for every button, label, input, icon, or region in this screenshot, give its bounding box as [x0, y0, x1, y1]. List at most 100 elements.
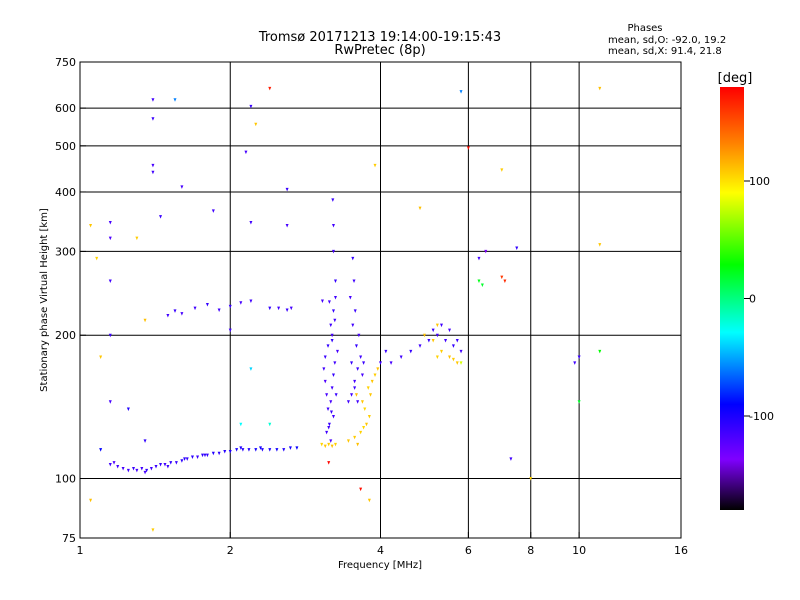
y-tick-label: 75 [62, 532, 76, 545]
data-point [409, 349, 413, 354]
data-point [260, 448, 264, 452]
data-point [288, 446, 292, 450]
data-point [362, 425, 366, 430]
data-point [330, 338, 334, 343]
data-point [448, 328, 452, 333]
data-point [174, 461, 178, 465]
data-point [327, 300, 331, 304]
colorbar-ticks: 100 0 -100 [744, 175, 774, 423]
data-point [151, 117, 155, 121]
data-point [159, 463, 163, 467]
colorbar [720, 87, 744, 510]
data-point [211, 209, 215, 213]
data-point [132, 466, 136, 471]
data-point [145, 468, 149, 473]
data-point [350, 393, 354, 397]
data-point [99, 355, 103, 360]
data-point [376, 367, 380, 371]
data-point [354, 344, 358, 348]
data-point [89, 498, 93, 503]
data-point [500, 168, 504, 172]
data-point [108, 236, 112, 241]
data-point [154, 464, 158, 469]
data-point [235, 448, 239, 452]
data-point [333, 296, 337, 300]
data-point [346, 400, 350, 404]
data-point [285, 224, 289, 228]
data-point [359, 487, 363, 492]
data-point [327, 442, 331, 447]
data-point [149, 466, 153, 471]
data-point [418, 206, 422, 211]
data-point [365, 422, 369, 427]
data-point [254, 448, 258, 452]
data-point [346, 439, 350, 443]
y-tick-label: 100 [55, 473, 76, 486]
data-point [180, 459, 184, 463]
data-point [435, 323, 439, 328]
data-point [249, 104, 253, 109]
data-point [108, 333, 112, 338]
data-point [180, 312, 184, 316]
data-point [89, 224, 93, 228]
x-axis-label: Frequency [MHz] [338, 560, 422, 571]
data-point [327, 422, 331, 427]
x-tick-label: 8 [527, 544, 534, 557]
data-point [169, 461, 173, 465]
data-point [201, 453, 205, 458]
data-point [173, 309, 177, 313]
data-point [217, 308, 221, 312]
chart-title: Tromsø 20171213 19:14:00-19:15:43 [258, 30, 501, 45]
data-point [329, 439, 333, 443]
data-point [370, 379, 374, 384]
data-point [320, 299, 324, 304]
data-point [484, 249, 488, 254]
data-point [143, 318, 147, 323]
data-point [151, 163, 155, 168]
data-point [323, 355, 327, 360]
data-point [295, 446, 299, 450]
data-point [254, 122, 258, 127]
data-point [325, 393, 329, 397]
data-point [217, 451, 221, 456]
data-point [326, 344, 330, 348]
data-point [140, 466, 144, 471]
data-point [211, 451, 215, 456]
data-point [598, 86, 602, 91]
data-point [356, 400, 360, 404]
data-point [598, 243, 602, 247]
data-point [503, 279, 507, 284]
x-tick-label: 6 [465, 544, 472, 557]
data-point [326, 407, 330, 411]
data-point [239, 422, 243, 427]
data-point [285, 187, 289, 192]
data-point [333, 361, 337, 365]
stats-line-o: mean, sd,O: -92.0, 19.2 [608, 35, 726, 46]
y-tick-label: 600 [55, 102, 76, 115]
data-point [577, 400, 581, 404]
data-point [151, 170, 155, 175]
data-point [159, 215, 163, 219]
stats-line-x: mean, sd,X: 91.4, 21.8 [608, 46, 722, 57]
data-point [373, 373, 377, 378]
data-point [353, 309, 357, 313]
data-point [399, 355, 403, 360]
data-point [223, 449, 227, 454]
data-point [327, 425, 331, 430]
data-point [95, 256, 99, 261]
data-point [325, 430, 329, 435]
data-point [480, 283, 484, 288]
data-point [121, 466, 125, 471]
colorbar-tick-label: 0 [749, 293, 756, 306]
data-point [282, 448, 286, 452]
data-point [193, 306, 197, 311]
data-point [166, 314, 170, 318]
data-point [515, 246, 519, 251]
data-point [351, 256, 355, 261]
data-point [360, 400, 364, 404]
data-point [422, 333, 426, 338]
data-point [477, 256, 481, 261]
x-tick-label: 1 [77, 544, 84, 557]
data-point [334, 393, 338, 397]
